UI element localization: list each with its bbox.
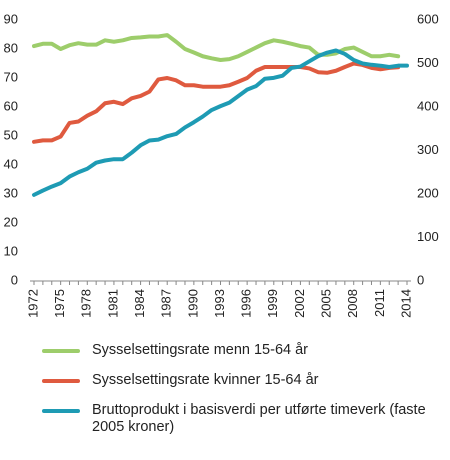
x-tick-label: 1993 <box>212 289 227 318</box>
legend-label-bruttoprodukt: Bruttoprodukt i basisverdi per utførte t… <box>92 402 426 435</box>
y-right-tick-label: 100 <box>417 229 439 244</box>
y-left-tick-label: 70 <box>4 69 18 84</box>
y-left-tick-label: 60 <box>4 98 18 113</box>
legend: Sysselsettingsrate menn 15-64 år Syssels… <box>42 342 442 449</box>
x-tick-label: 1990 <box>185 289 200 318</box>
y-right-tick-label: 500 <box>417 55 439 70</box>
y-right-tick-label: 0 <box>417 272 424 287</box>
legend-label-kvinner: Sysselsettingsrate kvinner 15-64 år <box>92 372 319 388</box>
x-tick-label: 1996 <box>239 289 254 318</box>
legend-label-menn: Sysselsettingsrate menn 15-64 år <box>92 342 308 358</box>
series-lines <box>32 33 409 197</box>
axes: 1972 1975 1978 1981 1984 1987 1990 1993 1996 1999… <box>4 11 439 317</box>
x-tick-label: 1972 <box>25 289 40 318</box>
y-left-tick-label: 10 <box>4 243 18 258</box>
y-left-tick-label: 90 <box>4 11 18 26</box>
series-line-menn <box>32 33 401 63</box>
legend-item-menn: Sysselsettingsrate menn 15-64 år <box>42 342 442 359</box>
y-left-tick-label: 20 <box>4 214 18 229</box>
y-right-tick-label: 400 <box>417 98 439 113</box>
y-left-tick-label: 30 <box>4 185 18 200</box>
chart: 1972 1975 1978 1981 1984 1987 1990 1993 1996 1999… <box>4 11 439 317</box>
x-tick-label: 1975 <box>52 289 67 318</box>
x-tick-label: 1981 <box>105 289 120 318</box>
x-tick-label: 2002 <box>292 289 307 318</box>
x-tick-label: 2005 <box>319 289 334 318</box>
y-left-tick-label: 50 <box>4 127 18 142</box>
x-tick-label: 1984 <box>132 289 147 318</box>
y-right-tick-label: 300 <box>417 142 439 157</box>
legend-item-bruttoprodukt: Bruttoprodukt i basisverdi per utførte t… <box>42 402 442 436</box>
series-line-kvinner <box>32 61 401 144</box>
y-left-tick-label: 0 <box>11 272 18 287</box>
y-left-tick-label: 40 <box>4 156 18 171</box>
legend-item-kvinner: Sysselsettingsrate kvinner 15-64 år <box>42 372 442 389</box>
legend-swatch-menn <box>42 349 80 353</box>
x-tick-label: 1999 <box>265 289 280 318</box>
x-tick-label: 2014 <box>398 289 413 318</box>
legend-swatch-bruttoprodukt <box>42 409 80 413</box>
legend-swatch-kvinner <box>42 379 80 383</box>
x-tick-label: 2008 <box>345 289 360 318</box>
x-tick-label: 2011 <box>372 289 387 317</box>
y-right-tick-label: 600 <box>417 11 439 26</box>
y-right-tick-label: 200 <box>417 185 439 200</box>
y-left-tick-label: 80 <box>4 40 18 55</box>
series-line-bruttoprodukt <box>32 48 409 197</box>
x-tick-label: 1987 <box>159 289 174 318</box>
x-tick-label: 1978 <box>79 289 94 318</box>
